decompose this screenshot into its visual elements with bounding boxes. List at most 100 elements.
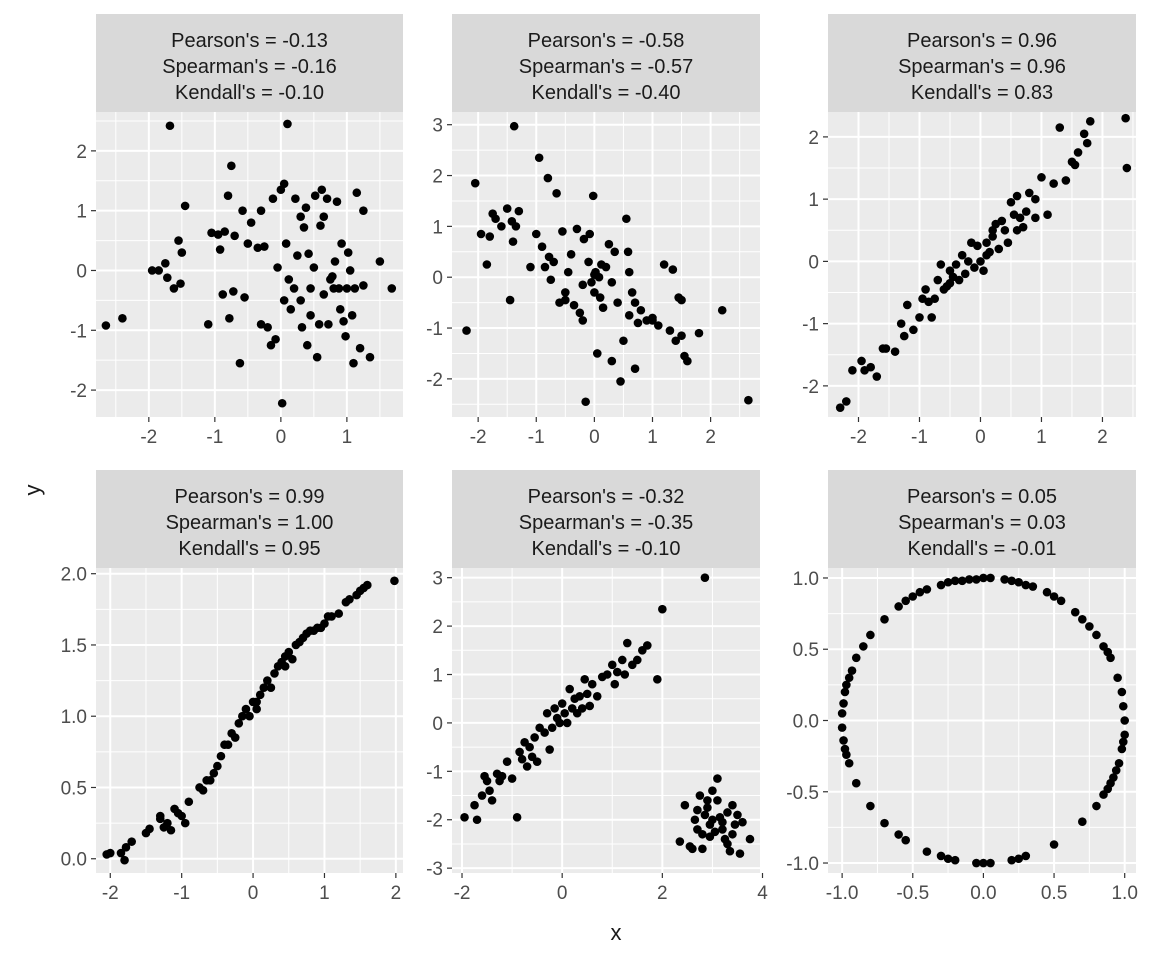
data-point [954, 275, 964, 285]
y-tick-label: 1.0 [793, 569, 819, 590]
data-point [349, 358, 358, 368]
strip-label: Pearson's = -0.13 [171, 30, 328, 52]
data-point [872, 372, 882, 381]
y-tick-label: -0.5 [786, 783, 819, 804]
data-point [616, 377, 625, 386]
data-point [255, 690, 265, 700]
data-point [279, 296, 289, 305]
data-point [105, 848, 115, 858]
data-point [163, 273, 172, 282]
data-point [235, 358, 245, 368]
data-point [334, 284, 344, 293]
y-tick-label: 2 [432, 167, 443, 188]
data-point [630, 364, 640, 374]
data-point [654, 321, 663, 330]
data-point [936, 580, 946, 590]
data-point [180, 818, 190, 828]
data-point [174, 236, 183, 245]
data-point [610, 247, 620, 257]
data-point [147, 266, 157, 275]
data-point [607, 660, 617, 670]
data-point [1049, 840, 1059, 849]
data-point [857, 356, 866, 366]
data-point [565, 684, 574, 694]
data-point [209, 768, 219, 778]
data-point [951, 260, 961, 269]
y-tick-label: 0.0 [793, 712, 819, 733]
data-point [387, 284, 397, 293]
data-point [972, 858, 981, 868]
y-tick-label: 0.0 [61, 850, 87, 871]
data-point [477, 791, 487, 800]
panel-3: Pearson's = 0.96 Spearman's = 0.96 Kendall… [802, 14, 1136, 448]
data-point [622, 638, 632, 648]
data-point [508, 237, 518, 246]
data-point [1024, 188, 1034, 198]
data-point [1007, 576, 1016, 586]
data-point [512, 813, 522, 822]
data-point [1014, 577, 1024, 587]
data-point [844, 673, 854, 683]
data-point [708, 786, 717, 795]
data-point [668, 265, 678, 274]
data-point [851, 653, 861, 663]
data-point [610, 679, 620, 689]
data-point [279, 179, 289, 189]
data-point [509, 121, 519, 131]
data-point [390, 576, 399, 586]
data-point [1085, 622, 1094, 631]
data-point [284, 275, 294, 284]
data-point [345, 266, 355, 275]
data-point [1012, 225, 1022, 235]
data-point [319, 212, 329, 221]
plot-panel [96, 112, 403, 417]
data-point [229, 287, 238, 296]
data-point [337, 239, 346, 248]
x-tick-label: 0 [975, 427, 986, 448]
data-point [540, 728, 549, 737]
data-point [375, 257, 385, 266]
data-point [671, 336, 681, 346]
data-point [271, 334, 280, 344]
data-point [497, 222, 506, 231]
data-point [497, 771, 507, 781]
data-point [502, 757, 512, 766]
data-point [561, 295, 570, 305]
data-point [595, 293, 605, 302]
data-point [299, 223, 309, 232]
data-point [280, 662, 290, 671]
data-point [1021, 580, 1031, 590]
data-point [581, 397, 590, 407]
data-point [601, 262, 611, 272]
strip-label: Spearman's = 1.00 [166, 512, 334, 534]
data-point [161, 259, 170, 268]
data-point [572, 224, 582, 234]
data-point [1031, 194, 1040, 204]
data-point [546, 275, 556, 285]
data-point [359, 206, 368, 215]
data-point [1037, 173, 1046, 182]
data-point [543, 173, 553, 183]
data-point [665, 326, 675, 335]
data-point [890, 347, 900, 356]
data-point [963, 257, 973, 266]
data-point [1121, 113, 1130, 123]
data-point [1028, 582, 1038, 591]
data-point [842, 680, 851, 690]
data-point [289, 284, 299, 293]
y-tick-label: 1.0 [61, 707, 87, 728]
y-tick-label: -2 [802, 377, 819, 398]
data-point [936, 851, 946, 861]
strip-label: Spearman's = -0.16 [162, 56, 336, 78]
data-point [240, 293, 249, 302]
data-point [1000, 575, 1009, 584]
data-point [933, 275, 943, 285]
data-point [847, 666, 857, 675]
data-point [718, 817, 727, 827]
data-point [659, 260, 669, 269]
data-point [213, 230, 223, 239]
data-point [291, 194, 300, 204]
data-point [894, 830, 903, 839]
data-point [558, 227, 567, 236]
